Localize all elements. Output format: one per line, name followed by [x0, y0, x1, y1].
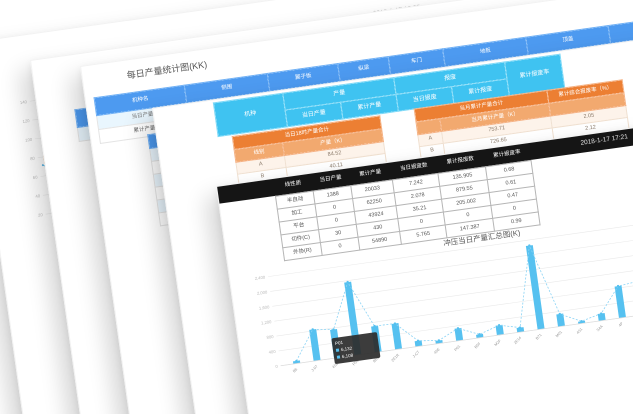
svg-text:80: 80: [30, 156, 36, 162]
svg-text:20: 20: [38, 212, 44, 218]
svg-text:4P: 4P: [618, 321, 624, 327]
svg-text:800: 800: [266, 334, 274, 340]
svg-text:B5F: B5F: [474, 341, 482, 349]
svg-text:J-C7: J-C7: [412, 350, 420, 359]
svg-text:40E: 40E: [433, 347, 441, 355]
svg-text:2,000: 2,000: [257, 289, 269, 296]
svg-text:B5J: B5J: [372, 356, 379, 364]
svg-text:M2F: M2F: [494, 338, 503, 347]
page-title: 每日产量统计图(KK): [126, 59, 208, 81]
svg-text:B5: B5: [292, 367, 298, 373]
svg-text:400: 400: [268, 349, 276, 355]
report-page-5: 2018-1-17 17:21 线性质 当日产量 累计产量 当日报废数 累计报废数 累计报…: [216, 99, 633, 414]
series-marker-icon: [335, 348, 340, 353]
timestamp: 2018-1-17 17:21: [580, 133, 629, 147]
svg-text:100: 100: [25, 137, 33, 143]
series-marker-icon: [336, 355, 341, 360]
svg-text:M01: M01: [555, 330, 563, 338]
svg-text:60: 60: [32, 174, 38, 180]
svg-text:2E14: 2E14: [513, 336, 522, 345]
svg-text:4S2: 4S2: [331, 362, 339, 370]
svg-text:2,400: 2,400: [254, 274, 266, 281]
svg-text:140: 140: [20, 99, 28, 105]
daily-output-bar-chart: 0 400 800 1,200 1,600 2,000 2,400 B5 J-07 4S2 P0L B…: [254, 203, 633, 373]
svg-text:2E1R: 2E1R: [391, 353, 401, 363]
svg-text:4S1: 4S1: [576, 327, 584, 335]
svg-text:P0L: P0L: [352, 359, 360, 367]
svg-text:1,200: 1,200: [261, 319, 273, 326]
svg-text:J-07: J-07: [311, 364, 319, 372]
cell: 轮罩: [608, 15, 633, 44]
svg-text:0: 0: [275, 364, 279, 369]
svg-text:120: 120: [22, 118, 30, 124]
svg-text:P01: P01: [454, 344, 462, 352]
svg-text:S4A: S4A: [596, 324, 604, 332]
svg-text:1,600: 1,600: [259, 304, 271, 311]
svg-text:B71: B71: [535, 333, 543, 341]
svg-text:40: 40: [35, 193, 41, 199]
